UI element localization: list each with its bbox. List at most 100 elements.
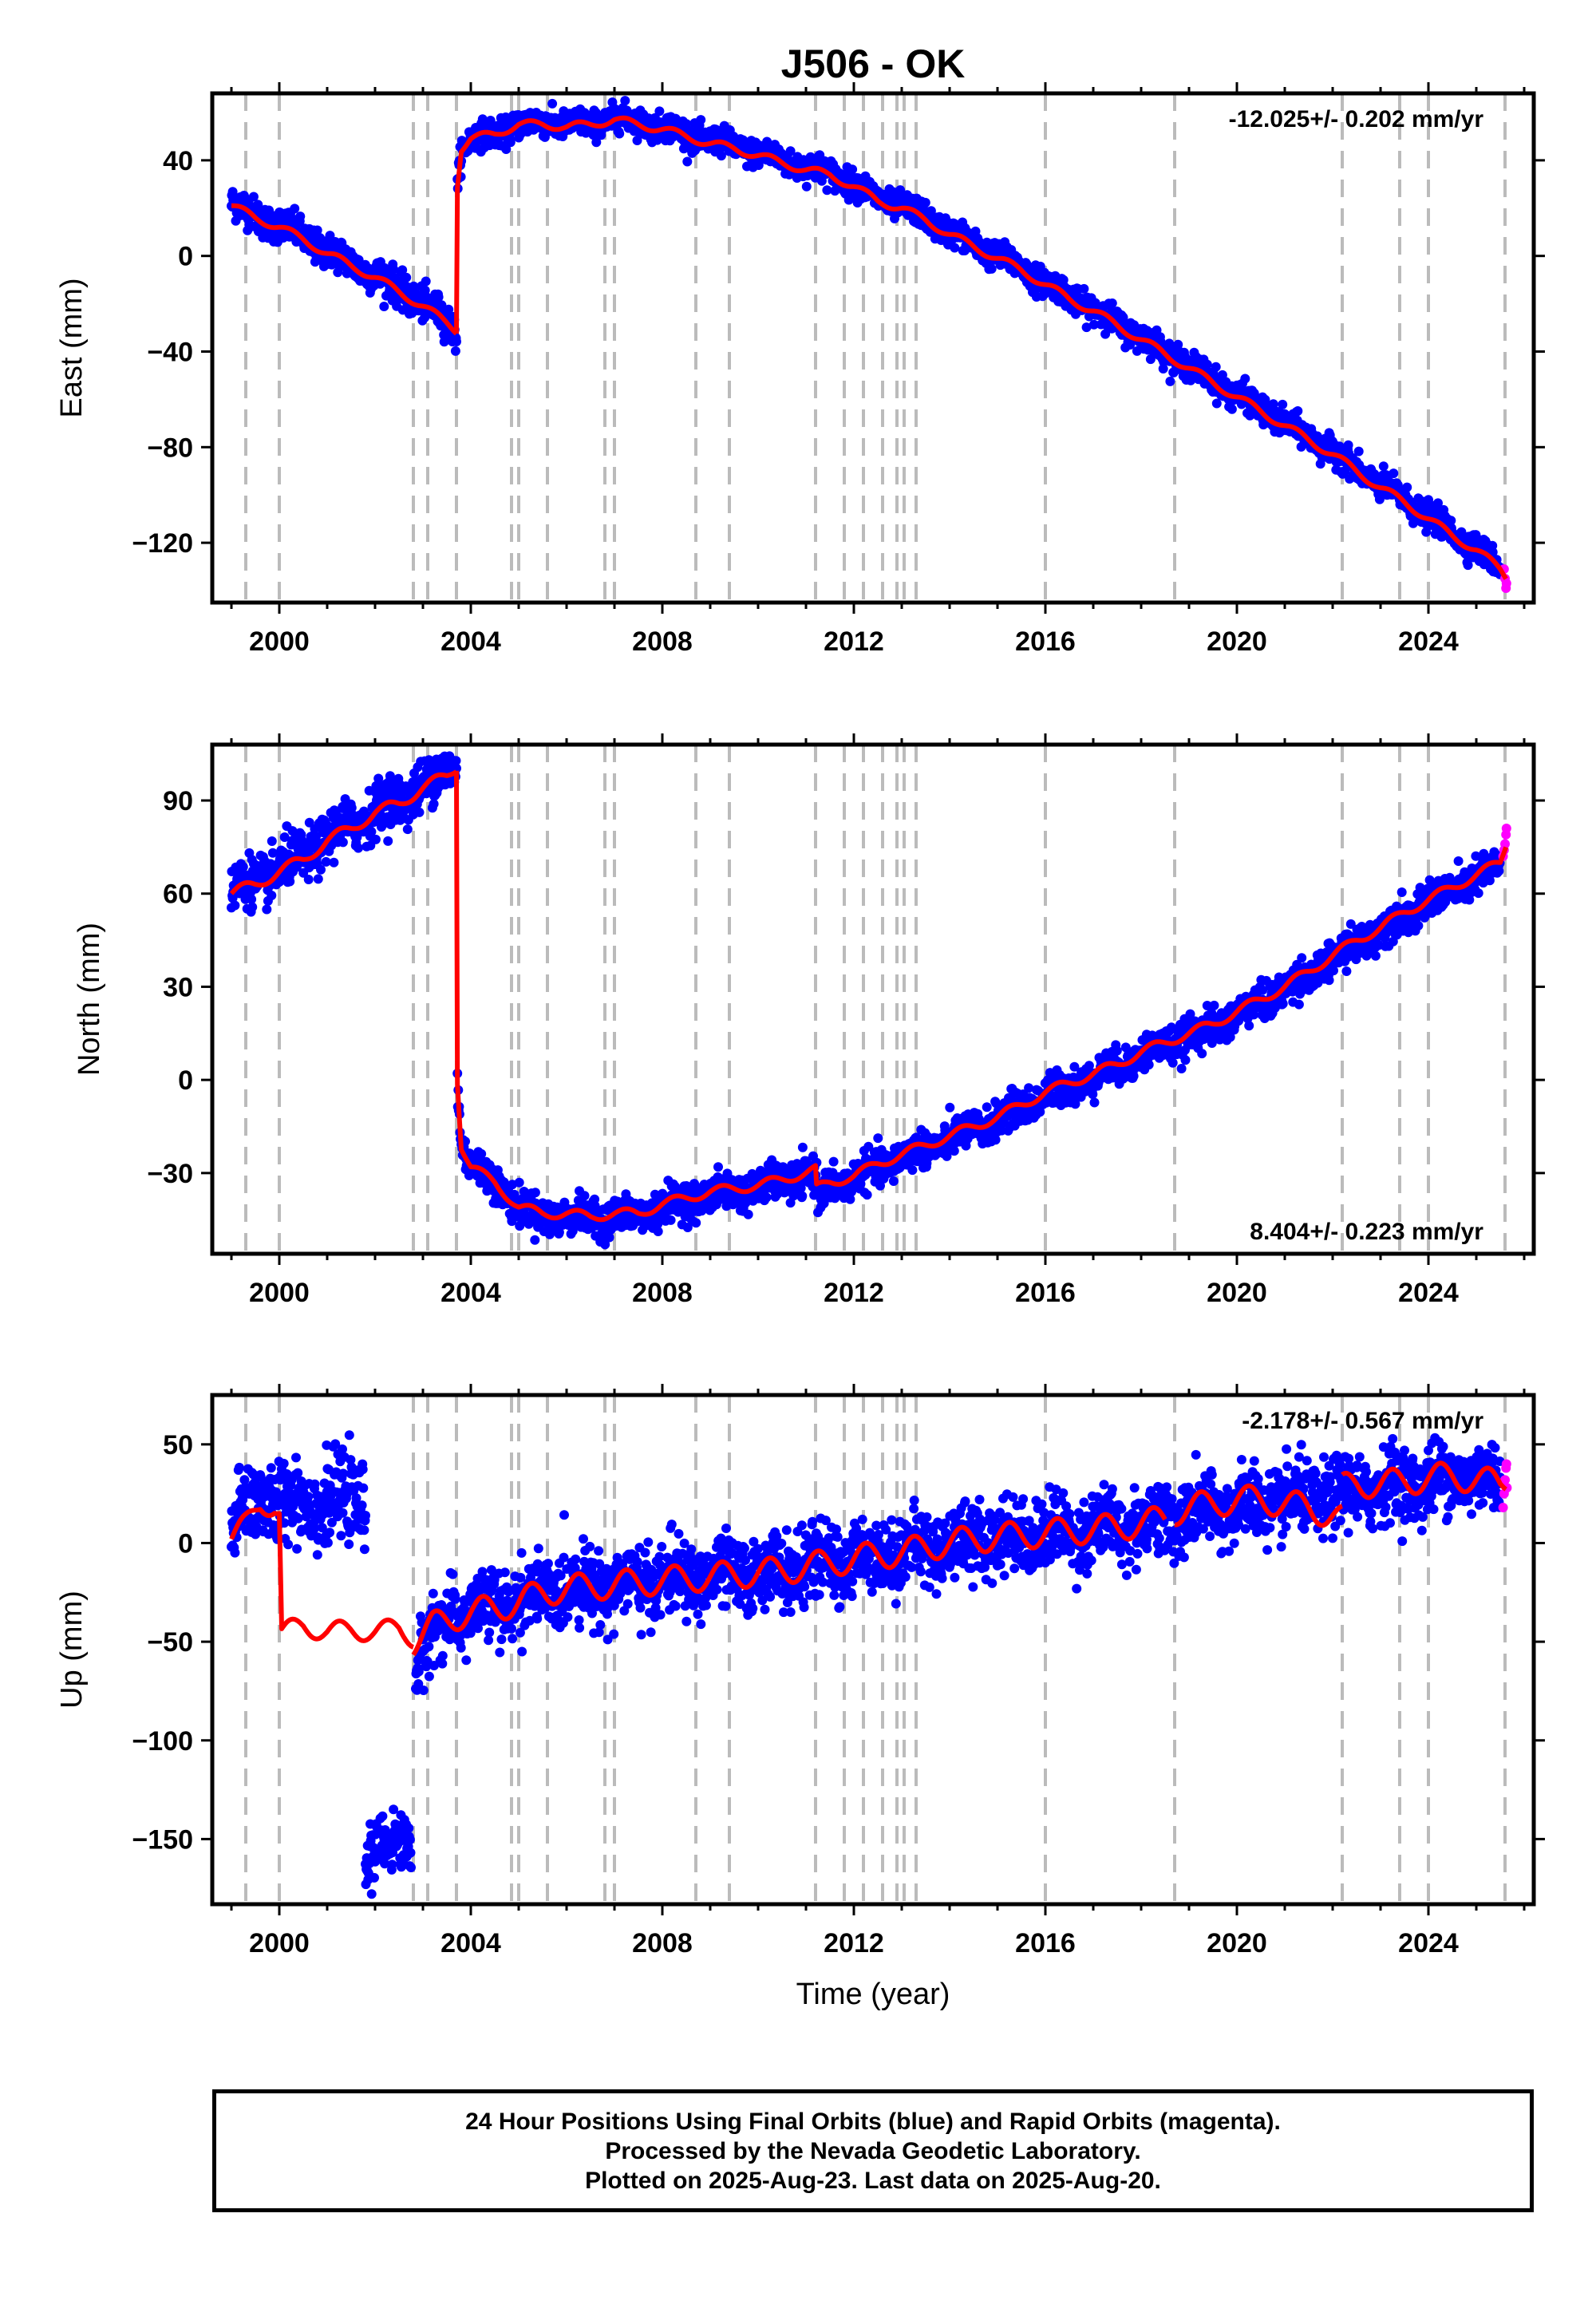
data-point [383,836,393,846]
y-tick-label: 40 [163,146,193,176]
y-tick-label: −120 [132,528,193,559]
plot-area [227,96,1511,594]
data-point [433,292,444,302]
data-point [1158,364,1168,373]
data-point [691,1218,701,1228]
data-point [1293,406,1303,416]
model-line [454,115,1508,580]
data-point [238,862,248,872]
data-point [379,302,389,311]
data-point [945,1102,955,1113]
data-point [230,900,240,911]
data-point [267,836,277,846]
data-point [530,1235,540,1245]
data-point [373,773,384,784]
data-point [743,1209,753,1219]
data-point [316,864,326,875]
data-point [338,837,348,848]
data-point [888,1176,899,1186]
y-tick-label: 0 [178,242,193,272]
data-point [227,187,238,197]
data-point [1446,516,1456,526]
data-point [366,827,377,837]
data-point [1433,498,1443,508]
data-point [1240,373,1250,384]
data-point [1088,319,1099,330]
data-point [303,875,314,884]
final-orbit-points [227,96,1505,579]
data-point [262,904,272,915]
data-point [295,211,306,222]
data-point [862,1190,872,1200]
data-point [716,151,726,161]
data-point [389,264,399,275]
data-point [696,115,706,125]
data-point [1079,283,1089,294]
data-point [313,874,323,884]
data-point [873,1133,883,1144]
data-point [1165,376,1175,386]
data-point [1353,446,1364,456]
x-tick-label: 2016 [1015,626,1076,657]
data-point [1424,495,1433,505]
data-point [333,267,343,278]
data-point [385,771,395,781]
data-point [1389,468,1399,479]
data-point [247,902,258,912]
x-tick-label: 2000 [249,626,310,657]
data-point [311,832,321,842]
data-point [402,824,413,835]
data-point [530,1188,540,1198]
data-point [986,263,997,274]
data-point [614,128,625,139]
data-point [1227,404,1237,414]
data-point [450,346,460,356]
data-point [762,136,772,147]
data-point [290,204,300,214]
data-point [421,276,431,287]
data-point [982,1102,992,1113]
data-point [253,200,263,210]
data-point [785,146,796,156]
data-point [847,164,858,175]
data-point [429,799,439,809]
rate-label: -12.025+/- 0.202 mm/yr [1229,106,1484,132]
x-tick-label: 2004 [440,626,501,657]
data-point [325,231,335,241]
data-point [1081,322,1092,333]
data-point [761,1192,772,1203]
data-point [373,792,383,802]
data-point [828,1156,839,1167]
data-point [397,265,408,275]
data-point [713,1162,723,1172]
data-point [304,817,314,828]
data-point [354,255,364,265]
data-point [401,272,412,283]
east-panel: 2000 2004 2008 2012 2016 2020 2024400−40−80−12… [55,82,1545,657]
data-point [579,1191,590,1201]
data-point [451,756,461,766]
data-point [797,1191,808,1201]
chart-title: J506 - OK [781,41,966,86]
x-tick-label: 2024 [1398,626,1459,657]
data-point [501,144,512,154]
data-point [329,857,339,868]
data-point [452,337,461,346]
final-orbit-points [227,751,1505,1250]
data-point [267,891,277,900]
data-point [547,98,558,109]
rapid-point [1501,579,1511,589]
data-point [279,832,290,842]
model-line [230,203,459,336]
data-point [354,843,363,853]
data-point [682,156,693,167]
data-point [1463,560,1473,571]
data-point [654,106,665,117]
data-point [990,1135,1001,1145]
plot-frame [210,91,1536,605]
data-point [653,1227,663,1236]
data-point [797,1142,808,1152]
data-point [1211,362,1221,372]
data-point [247,894,257,904]
